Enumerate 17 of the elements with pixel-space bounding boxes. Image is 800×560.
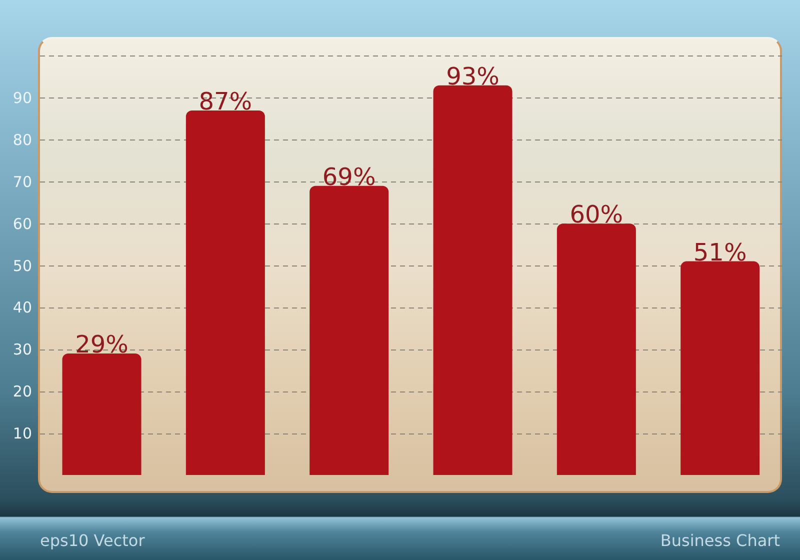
y-tick-label: 50 <box>12 256 32 275</box>
y-tick-label: 80 <box>12 131 32 150</box>
y-tick-label: 60 <box>12 214 32 233</box>
data-label: 60% <box>570 200 624 229</box>
y-tick-label: 40 <box>12 298 32 317</box>
y-tick-label: 70 <box>12 173 32 192</box>
y-tick-label: 30 <box>12 340 32 359</box>
y-tick-label: 20 <box>12 382 32 401</box>
text: Business Chart <box>660 531 780 551</box>
data-label: 87% <box>198 87 252 116</box>
data-label: 29% <box>75 330 128 358</box>
text: eps10 Vector <box>40 531 145 551</box>
data-label: 51% <box>693 238 747 266</box>
data-label: 93% <box>446 62 500 90</box>
data-label: 69% <box>322 162 376 191</box>
y-tick-label: 90 <box>12 89 32 108</box>
y-tick-label: 10 <box>12 424 32 442</box>
